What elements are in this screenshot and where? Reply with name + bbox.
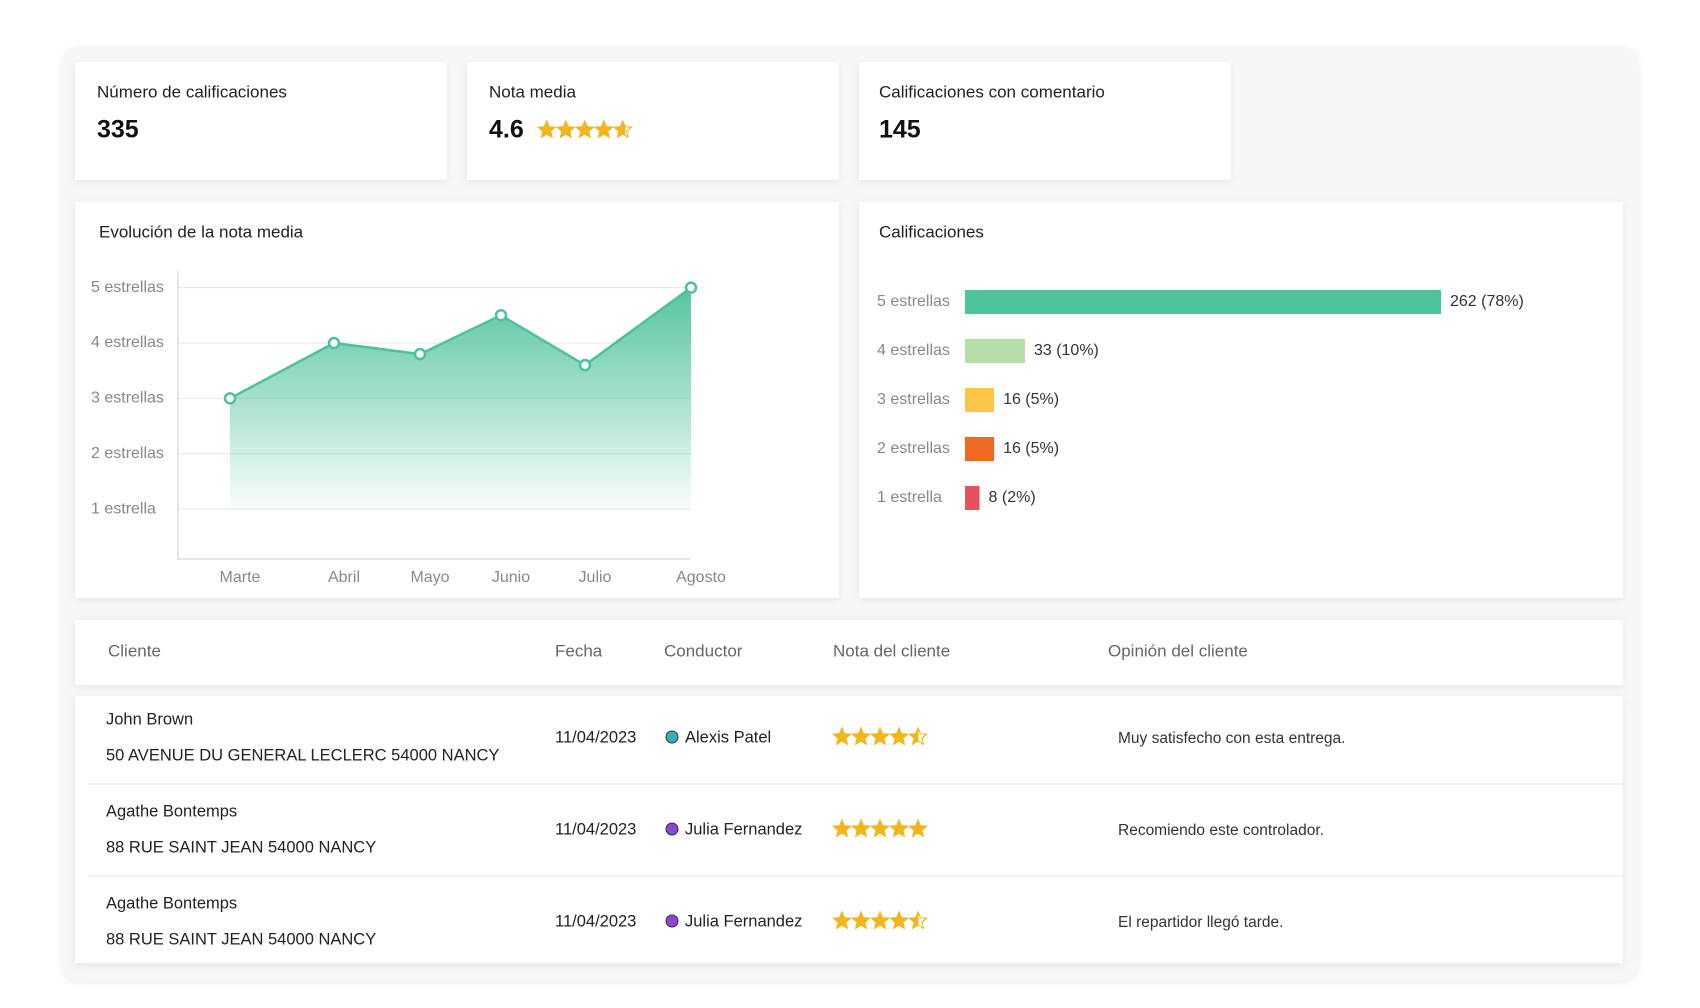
driver: Julia Fernandez	[685, 820, 802, 838]
bar	[965, 486, 980, 510]
driver-dot	[665, 730, 679, 744]
line	[229, 286, 692, 400]
y-tick-label: 5 estrellas	[877, 293, 950, 310]
y-tick-label: 1 estrella	[877, 489, 942, 506]
star	[852, 728, 870, 745]
x-tick-label: Marte	[220, 569, 261, 586]
star	[909, 820, 927, 837]
driver-dot	[665, 914, 679, 928]
star	[538, 121, 556, 138]
opinion: El repartidor llegó tarde.	[1118, 914, 1283, 931]
kpi-value: 4.6	[489, 116, 524, 144]
value-label: 8 (2%)	[989, 489, 1036, 506]
star	[576, 121, 594, 138]
x-tick-label: Agosto	[676, 569, 726, 586]
kpi-label: Calificaciones con comentario	[879, 82, 1105, 101]
driver-dot	[665, 822, 679, 836]
bar	[965, 339, 1025, 363]
y-tick-label: 2 estrellas	[91, 445, 164, 462]
kpi-card	[467, 62, 839, 180]
chart-title: Calificaciones	[879, 222, 984, 241]
star	[595, 121, 613, 138]
x-tick-label: Mayo	[410, 569, 449, 586]
point	[684, 281, 698, 294]
column-header: Opinión del cliente	[1108, 641, 1248, 660]
kpi-value: 335	[97, 116, 139, 144]
x-tick-label: Junio	[492, 569, 530, 586]
bar	[965, 388, 995, 412]
star	[909, 728, 919, 745]
value-label: 16 (5%)	[1003, 391, 1059, 408]
column-header: Fecha	[555, 641, 603, 660]
star	[614, 121, 626, 138]
star-rating	[833, 912, 919, 929]
x-tick-label: Abril	[328, 569, 360, 586]
y-tick-label: 1 estrella	[91, 500, 156, 517]
table-header	[75, 620, 1623, 685]
star	[871, 912, 889, 929]
point	[223, 392, 237, 405]
x-tick-label: Julio	[579, 569, 612, 586]
date: 11/04/2023	[555, 728, 636, 746]
kpi-card	[859, 62, 1231, 180]
area	[230, 287, 691, 510]
kpi-label: Número de calificaciones	[97, 82, 287, 101]
value-label: 16 (5%)	[1003, 440, 1059, 457]
date: 11/04/2023	[555, 820, 636, 838]
date: 11/04/2023	[555, 912, 636, 930]
star	[833, 912, 851, 929]
star	[909, 912, 919, 929]
bar	[965, 290, 1441, 314]
y-tick-label: 3 estrellas	[877, 391, 950, 408]
opinion: Muy satisfecho con esta entrega.	[1118, 730, 1345, 747]
point	[413, 347, 427, 361]
bar	[965, 437, 995, 461]
value-label: 262 (78%)	[1450, 293, 1524, 310]
driver: Julia Fernandez	[685, 912, 802, 930]
star	[833, 820, 851, 837]
y-tick-label: 2 estrellas	[877, 440, 950, 457]
y-tick-label: 4 estrellas	[91, 334, 164, 351]
star	[890, 912, 908, 929]
y-tick-label: 4 estrellas	[877, 342, 950, 359]
star-rating	[833, 728, 919, 745]
client-address: 88 RUE SAINT JEAN 54000 NANCY	[106, 930, 376, 948]
star	[890, 820, 908, 837]
client-name: Agathe Bontemps	[106, 894, 237, 912]
column-header: Nota del cliente	[833, 641, 950, 660]
star	[852, 820, 870, 837]
kpi-label: Nota media	[489, 82, 576, 101]
value-label: 33 (10%)	[1034, 342, 1099, 359]
client-address: 50 AVENUE DU GENERAL LECLERC 54000 NANCY	[106, 746, 499, 764]
star	[557, 121, 575, 138]
client-name: John Brown	[106, 710, 193, 728]
star	[852, 912, 870, 929]
star	[871, 728, 889, 745]
kpi-card	[75, 62, 447, 180]
point	[494, 309, 508, 322]
chart-title: Evolución de la nota media	[99, 222, 304, 241]
star	[871, 820, 889, 837]
client-address: 88 RUE SAINT JEAN 54000 NANCY	[106, 838, 376, 856]
star-rating	[538, 121, 626, 138]
column-header: Conductor	[664, 641, 743, 660]
y-tick-label: 5 estrellas	[91, 279, 164, 296]
point	[578, 358, 592, 372]
star-rating	[833, 820, 927, 837]
driver: Alexis Patel	[685, 728, 771, 746]
y-tick-label: 3 estrellas	[91, 390, 164, 407]
star	[890, 728, 908, 745]
point	[327, 336, 341, 350]
star	[833, 728, 851, 745]
opinion: Recomiendo este controlador.	[1118, 822, 1324, 839]
column-header: Cliente	[108, 641, 161, 660]
kpi-value: 145	[879, 116, 921, 144]
client-name: Agathe Bontemps	[106, 802, 237, 820]
